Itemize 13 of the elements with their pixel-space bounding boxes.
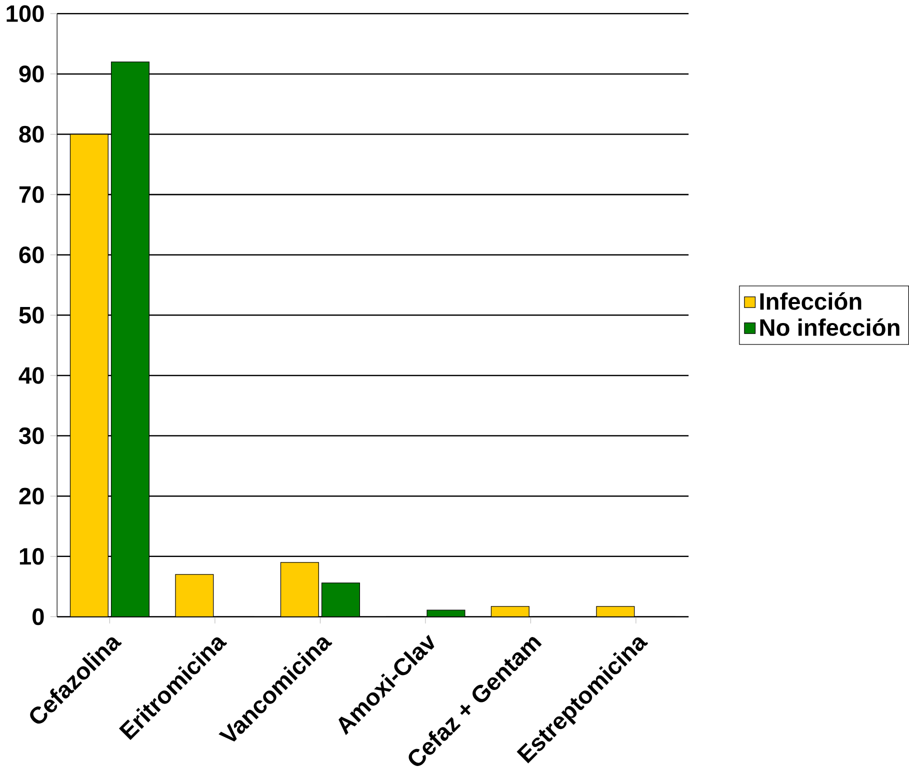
y-tick-label: 80	[19, 126, 44, 143]
y-tick-label: 60	[19, 246, 44, 264]
y-tick-label: 10	[20, 548, 44, 565]
y-tick-label: 90	[19, 65, 44, 82]
legend-label: No infección	[760, 318, 900, 336]
y-tick-label: 70	[19, 186, 44, 203]
legend-label: Infección	[760, 292, 862, 310]
y-tick-label: 30	[18, 427, 44, 444]
y-tick-label: 50	[19, 306, 44, 324]
y-tick-label: 100	[6, 5, 44, 22]
y-tick-label: 20	[19, 488, 44, 504]
y-tick-label: 40	[18, 367, 44, 384]
y-tick-label: 0	[32, 608, 44, 626]
